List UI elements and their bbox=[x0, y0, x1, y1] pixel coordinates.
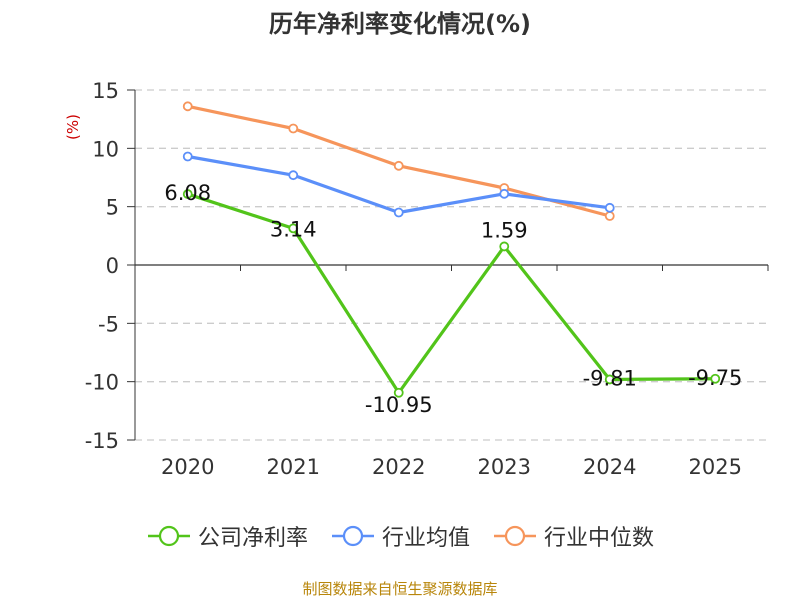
data-point bbox=[499, 188, 510, 199]
legend: 公司净利率 行业均值 行业中位数 bbox=[0, 520, 800, 552]
data-point bbox=[288, 170, 299, 181]
data-label: -9.75 bbox=[688, 366, 742, 390]
legend-swatch bbox=[147, 525, 190, 547]
data-label: 6.08 bbox=[164, 181, 211, 205]
data-point bbox=[393, 207, 404, 218]
data-point bbox=[393, 160, 404, 171]
x-tick-label: 2022 bbox=[372, 455, 425, 479]
legend-label: 公司净利率 bbox=[197, 526, 308, 551]
x-tick-label: 2020 bbox=[161, 455, 214, 479]
y-tick-label: 5 bbox=[106, 196, 119, 220]
legend-swatch bbox=[494, 525, 536, 547]
chart-title: 历年净利率变化情况(%) bbox=[269, 10, 531, 38]
legend-swatch bbox=[331, 525, 374, 547]
data-point bbox=[499, 241, 510, 252]
data-label: 1.59 bbox=[481, 218, 528, 242]
data-point bbox=[604, 211, 615, 221]
data-point bbox=[288, 223, 299, 234]
y-tick-label: 10 bbox=[92, 137, 119, 161]
data-point bbox=[182, 101, 193, 112]
legend-marker bbox=[504, 525, 526, 547]
data-point bbox=[604, 374, 615, 385]
data-label: 3.14 bbox=[270, 217, 317, 241]
y-tick-label: -5 bbox=[98, 312, 119, 336]
y-tick-label: -10 bbox=[85, 371, 119, 395]
data-point bbox=[604, 202, 615, 213]
x-tick-label: 2023 bbox=[478, 455, 531, 479]
legend-marker bbox=[342, 525, 364, 547]
data-label: -10.95 bbox=[365, 393, 433, 417]
legend-marker bbox=[158, 525, 180, 547]
data-point bbox=[182, 151, 193, 162]
legend-label: 行业中位数 bbox=[544, 526, 655, 551]
data-label: -9.81 bbox=[583, 366, 637, 390]
data-point bbox=[288, 123, 299, 134]
data-source-footer: 制图数据来自恒生聚源数据库 bbox=[302, 580, 498, 598]
data-point bbox=[710, 373, 721, 384]
x-tick-label: 2025 bbox=[689, 455, 742, 479]
data-point bbox=[393, 387, 404, 398]
y-tick-label: -15 bbox=[85, 429, 119, 453]
data-point bbox=[182, 189, 193, 199]
x-tick-label: 2024 bbox=[583, 455, 636, 479]
y-tick-label: 0 bbox=[106, 254, 119, 278]
legend-item: 行业均值 bbox=[330, 520, 470, 552]
legend-item: 公司净利率 bbox=[146, 520, 308, 552]
y-axis-label: (%) bbox=[64, 114, 82, 140]
x-tick-label: 2021 bbox=[267, 455, 320, 479]
legend-label: 行业均值 bbox=[381, 526, 470, 551]
series-line-0 bbox=[187, 192, 716, 395]
y-tick-label: 15 bbox=[92, 79, 119, 103]
legend-item: 行业中位数 bbox=[492, 520, 654, 552]
